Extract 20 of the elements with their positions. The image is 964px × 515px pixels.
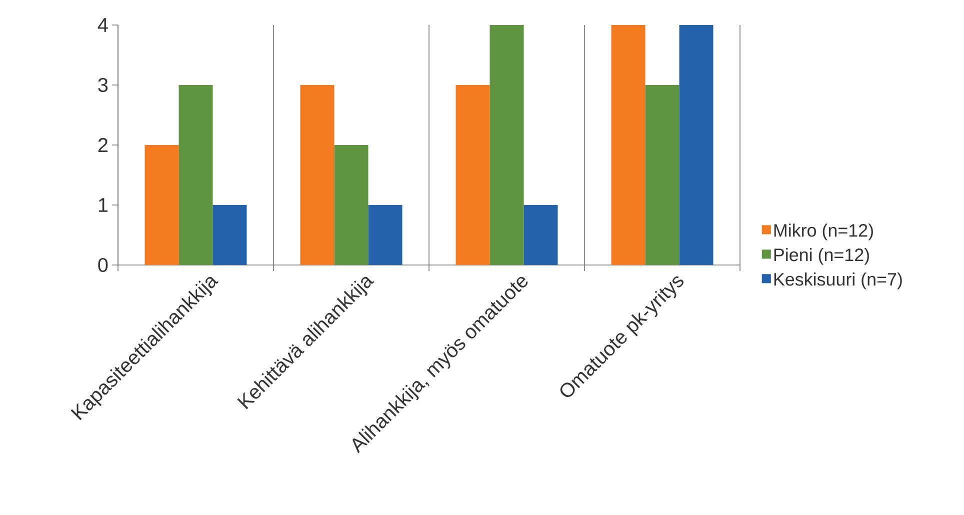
bar: [212, 205, 247, 265]
legend-label: Keskisuuri (n=7): [774, 272, 902, 290]
y-tick-label: 0: [98, 258, 108, 272]
y-tick-label: 1: [98, 198, 108, 212]
legend-label: Pieni (n=12): [774, 248, 869, 265]
bar: [456, 84, 490, 265]
bar: [334, 144, 368, 265]
bar: [144, 144, 179, 265]
bar: [368, 205, 402, 265]
y-tick-label: 2: [98, 138, 108, 152]
legend-label: Mikro (n=12): [774, 224, 873, 240]
y-tick-label: 3: [98, 78, 108, 92]
bar: [178, 84, 213, 265]
bar: [490, 24, 524, 265]
bar: [679, 24, 714, 265]
bar: [611, 24, 646, 265]
bar: [300, 84, 334, 265]
bar: [645, 84, 680, 265]
bar: [524, 205, 558, 265]
y-tick-label: 4: [98, 18, 108, 32]
